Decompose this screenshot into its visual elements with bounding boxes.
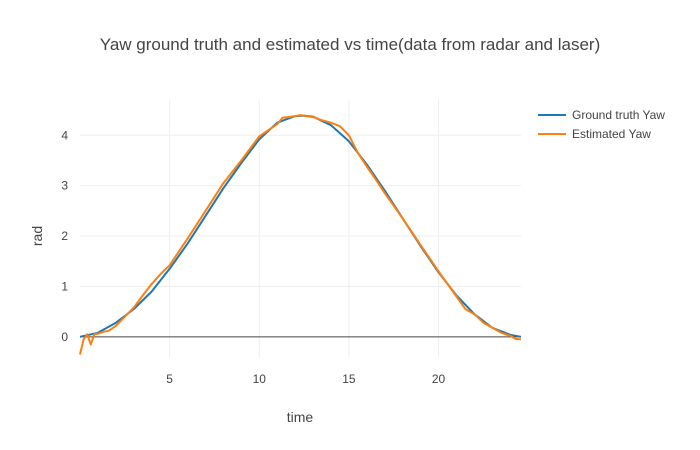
x-tick-label: 10 (253, 372, 267, 386)
y-tick-label: 0 (61, 330, 68, 344)
grid (80, 100, 521, 357)
chart-title: Yaw ground truth and estimated vs time(d… (100, 35, 600, 54)
y-axis-title: rad (29, 226, 45, 246)
series-line-0 (79, 114, 522, 338)
series-group (79, 114, 522, 355)
x-axis-title: time (287, 409, 314, 425)
x-tick-label: 20 (432, 372, 446, 386)
x-ticks: 5 10 15 20 (166, 372, 445, 386)
y-ticks: 0 1 2 3 4 (61, 128, 68, 344)
legend: Ground truth Yaw Estimated Yaw (538, 108, 665, 141)
y-tick-label: 3 (61, 179, 68, 193)
y-tick-label: 2 (61, 229, 68, 243)
x-tick-label: 15 (342, 372, 356, 386)
legend-label-0: Ground truth Yaw (572, 108, 665, 122)
legend-label-1: Estimated Yaw (572, 127, 651, 141)
y-tick-label: 4 (61, 128, 68, 142)
y-tick-label: 1 (61, 279, 68, 293)
series-line-1 (79, 114, 522, 355)
x-tick-label: 5 (166, 372, 173, 386)
